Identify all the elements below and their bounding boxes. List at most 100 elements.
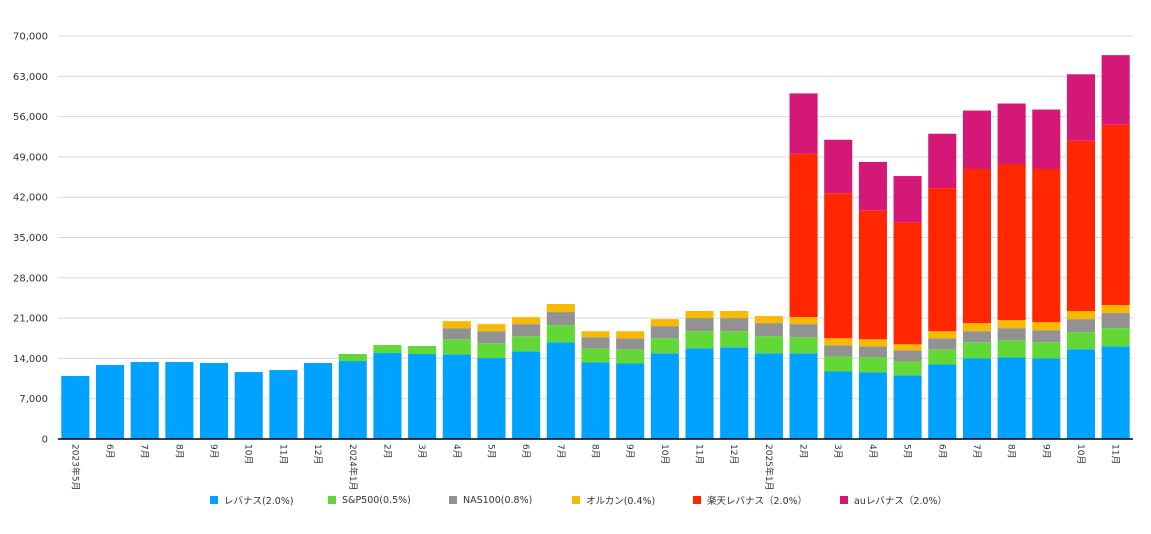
x-tick-label: 6月: [104, 444, 115, 459]
bar-segment: [685, 311, 714, 319]
bar-segment: [1101, 313, 1130, 329]
legend-item: オルカン(0.4%): [572, 493, 693, 507]
bar-segment: [1066, 332, 1096, 350]
bar-segment: [1101, 305, 1130, 314]
legend-label: NAS100(0.8%): [463, 494, 533, 506]
bar-segment: [442, 321, 471, 329]
bar-segment: [304, 363, 333, 439]
bar-segment: [650, 326, 679, 339]
bar-segment: [685, 348, 714, 439]
bar-segment: [858, 372, 887, 439]
x-tick-label: 11月: [694, 444, 705, 464]
bar-segment: [61, 375, 90, 439]
bar-segment: [442, 354, 471, 439]
bar-segment: [858, 210, 887, 340]
legend-swatch: [210, 496, 218, 504]
y-tick-label: 21,000: [13, 314, 48, 325]
bar-segment: [546, 342, 575, 439]
bar-segment: [858, 161, 887, 211]
x-tick-label: 12月: [312, 444, 323, 464]
legend-label: 楽天レバナス（2.0%）: [707, 496, 808, 507]
bar-segment: [928, 349, 957, 365]
x-tick-label: 9月: [1040, 444, 1051, 459]
bar-segment: [720, 347, 749, 439]
bar-segment: [720, 331, 749, 348]
bar-segment: [650, 338, 679, 354]
y-tick-label: 70,000: [13, 32, 48, 43]
bar-segment: [754, 353, 783, 439]
bar-segment: [824, 345, 853, 357]
bar-segment: [650, 353, 679, 439]
bar-segment: [477, 331, 506, 344]
bar-segment: [408, 354, 437, 439]
bar-segment: [997, 163, 1026, 321]
bar-segment: [824, 371, 853, 439]
bar-segment: [165, 362, 194, 439]
bar-segment: [754, 336, 783, 354]
x-tick-label: 7月: [555, 444, 566, 459]
bar-segment: [962, 110, 991, 169]
x-tick-label: 6月: [520, 444, 531, 459]
bar-segment: [858, 339, 887, 347]
bar-segment: [893, 222, 922, 345]
x-tick-label: 2023年5月: [69, 444, 81, 491]
y-tick-label: 14,000: [13, 354, 48, 365]
bar-segment: [789, 337, 818, 354]
bar-segment: [1032, 322, 1061, 331]
bar-segment: [789, 317, 818, 325]
x-tick-label: 8月: [173, 444, 184, 459]
y-tick-label: 35,000: [13, 233, 48, 244]
bar-segment: [95, 365, 125, 439]
bar-segment: [893, 344, 922, 351]
x-tick-label: 9月: [624, 444, 635, 459]
bar-segment: [1066, 319, 1096, 333]
bar-segment: [581, 348, 610, 363]
legend-label: オルカン(0.4%): [586, 496, 656, 507]
x-tick-label: 3月: [416, 444, 427, 459]
bar-segment: [997, 328, 1026, 341]
bar-segment: [1066, 140, 1096, 312]
bar-segment: [408, 346, 437, 355]
bar-segment: [962, 331, 991, 343]
legend-swatch: [840, 496, 848, 504]
legend-item: S&P500(0.5%): [328, 493, 449, 507]
bar-segment: [893, 176, 922, 223]
bar-segment: [720, 318, 749, 332]
legend-swatch: [693, 496, 701, 504]
bar-segment: [1066, 311, 1096, 320]
bar-segment: [546, 312, 575, 326]
bar-segment: [893, 350, 922, 362]
legend-label: レバナス(2.0%): [224, 496, 294, 507]
bar-segment: [581, 331, 610, 338]
bar-segment: [650, 319, 679, 327]
x-tick-label: 10月: [659, 444, 670, 464]
bar-segment: [893, 375, 922, 439]
legend-swatch: [328, 496, 336, 504]
bar-segment: [338, 354, 367, 362]
x-tick-label: 8月: [1006, 444, 1017, 459]
bar-segment: [269, 370, 298, 439]
bar-segment: [858, 357, 887, 373]
bar-segment: [512, 351, 541, 439]
bar-segment: [928, 338, 957, 350]
bar-segment: [685, 331, 714, 349]
bars: [61, 55, 1130, 439]
legend-swatch: [572, 496, 580, 504]
legend-item: 楽天レバナス（2.0%）: [693, 493, 840, 507]
legend-label: auレバナス（2.0%）: [854, 496, 947, 507]
x-tick-label: 7月: [139, 444, 150, 459]
bar-segment: [685, 318, 714, 332]
x-tick-label: 2024年1月: [347, 444, 359, 491]
x-tick-label: 4月: [867, 444, 878, 459]
x-tick-label: 2月: [381, 444, 392, 459]
bar-segment: [442, 339, 471, 355]
bar-segment: [824, 338, 853, 346]
bar-segment: [928, 364, 957, 439]
x-tick-label: 11月: [277, 444, 288, 464]
x-tick-label: 4月: [451, 444, 462, 459]
bar-segment: [997, 103, 1026, 164]
bar-segment: [200, 363, 229, 439]
legend-item: auレバナス（2.0%）: [840, 493, 980, 507]
bar-segment: [1101, 328, 1130, 347]
bar-segment: [477, 343, 506, 359]
